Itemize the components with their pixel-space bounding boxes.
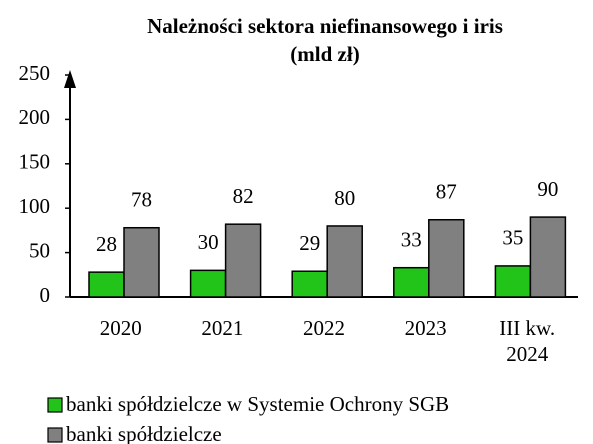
x-tick-label: 2021 xyxy=(201,316,244,340)
legend-swatch xyxy=(47,427,63,443)
bar xyxy=(88,271,125,298)
legend-label: banki spółdzielcze xyxy=(66,422,222,444)
chart-title: Należności sektora niefinansowego i iris xyxy=(147,14,503,38)
y-tick-label: 50 xyxy=(29,238,50,262)
y-tick-label: 250 xyxy=(19,61,51,85)
bar xyxy=(224,223,262,298)
bar xyxy=(189,269,227,298)
y-tick-label: 0 xyxy=(40,283,51,307)
y-tick-label: 100 xyxy=(19,194,51,218)
data-label: 35 xyxy=(502,226,523,250)
data-label: 30 xyxy=(198,230,219,254)
data-label: 90 xyxy=(537,177,558,201)
axis-arrow xyxy=(64,70,76,88)
data-label: 78 xyxy=(131,188,152,212)
data-label: 82 xyxy=(233,184,254,208)
data-label: 29 xyxy=(299,231,320,255)
x-tick-label: 2020 xyxy=(99,316,142,340)
y-tick-label: 200 xyxy=(19,105,51,129)
y-tick-label: 150 xyxy=(19,150,51,174)
data-label: 28 xyxy=(96,232,117,256)
legend-label: banki spółdzielcze w Systemie Ochrony SG… xyxy=(66,392,449,416)
bar xyxy=(123,226,160,298)
bar xyxy=(428,218,465,298)
bar xyxy=(494,265,532,298)
x-tick-label: 2023 xyxy=(404,316,447,340)
bar xyxy=(393,266,430,298)
chart-title: (mld zł) xyxy=(290,42,359,66)
data-label: 80 xyxy=(334,186,355,210)
data-label: 87 xyxy=(436,180,457,204)
bar xyxy=(326,225,363,298)
x-tick-label: 2022 xyxy=(303,316,345,340)
bar xyxy=(529,216,567,298)
data-label: 33 xyxy=(401,228,422,252)
x-tick-label: III kw. 2024 xyxy=(499,316,556,366)
legend-swatch xyxy=(47,397,63,413)
bar xyxy=(291,270,328,298)
